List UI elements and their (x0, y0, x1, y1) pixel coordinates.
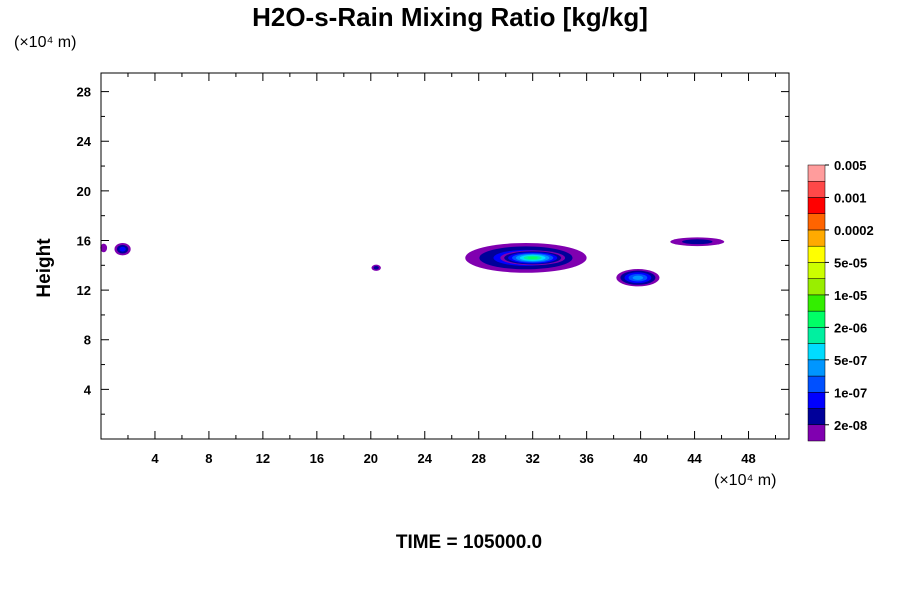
colorbar-swatch (807, 327, 826, 344)
x-tick-label: 4 (151, 451, 159, 466)
colorbar-label: 0.001 (834, 190, 867, 205)
y-tick-label: 24 (77, 134, 92, 149)
x-tick-label: 24 (418, 451, 433, 466)
colorbar-swatch (807, 164, 826, 182)
chart-title: H2O-s-Rain Mixing Ratio [kg/kg] (252, 2, 648, 32)
x-tick-label: 12 (256, 451, 270, 466)
colorbar-label: 1e-05 (834, 288, 867, 303)
x-tick-label: 28 (471, 451, 485, 466)
colorbar-label: 0.0002 (834, 223, 874, 238)
colorbar-swatch (807, 278, 826, 296)
y-tick-label: 16 (77, 233, 91, 248)
data-region-1-level-2 (119, 246, 126, 252)
colorbar-swatch (807, 197, 826, 214)
x-axis-unit: (×10⁴ m) (714, 472, 777, 489)
colorbar-swatch (807, 245, 826, 263)
data-region-4-level-7 (527, 256, 538, 260)
colorbar-swatch (807, 294, 826, 312)
colorbar-label: 5e-05 (834, 255, 867, 270)
data-region-0-level-0 (100, 243, 108, 253)
x-tick-label: 32 (525, 451, 539, 466)
x-tick-label: 20 (364, 451, 378, 466)
x-tick-label: 16 (310, 451, 324, 466)
colorbar-label: 1e-07 (834, 385, 867, 400)
colorbar-swatch (807, 180, 826, 198)
colorbar-swatch (807, 424, 826, 442)
colorbar-swatch (807, 408, 826, 426)
colorbar-swatch (807, 359, 826, 377)
colorbar-swatch (807, 262, 826, 279)
x-tick-label: 40 (633, 451, 647, 466)
y-tick-label: 4 (84, 382, 92, 397)
colorbar-swatch (807, 310, 826, 328)
colorbar-swatch (807, 375, 826, 393)
time-label: TIME = 105000.0 (395, 532, 543, 553)
colorbar-label: 2e-06 (834, 320, 867, 335)
x-tick-label: 44 (687, 451, 702, 466)
colorbar-swatch (807, 392, 826, 409)
y-tick-label: 8 (84, 333, 91, 348)
colorbar-swatch (807, 343, 826, 361)
colorbar-label: 2e-08 (834, 418, 867, 433)
y-tick-label: 28 (77, 85, 91, 100)
y-tick-label: 12 (77, 283, 91, 298)
data-region-5-level-4 (632, 275, 644, 280)
colorbar-swatch (807, 229, 826, 247)
x-tick-label: 8 (205, 451, 212, 466)
x-tick-label: 48 (741, 451, 755, 466)
colorbar-label: 5e-07 (834, 353, 867, 368)
y-axis-unit: (×10⁴ m) (14, 34, 77, 51)
colorbar-label: 0.005 (834, 158, 867, 173)
data-region-6-level-1 (682, 239, 713, 245)
data-region-2-level-1 (373, 266, 379, 270)
x-tick-label: 36 (579, 451, 593, 466)
colorbar-swatch (807, 213, 826, 231)
y-tick-label: 20 (77, 184, 91, 199)
plot-frame (100, 72, 790, 440)
